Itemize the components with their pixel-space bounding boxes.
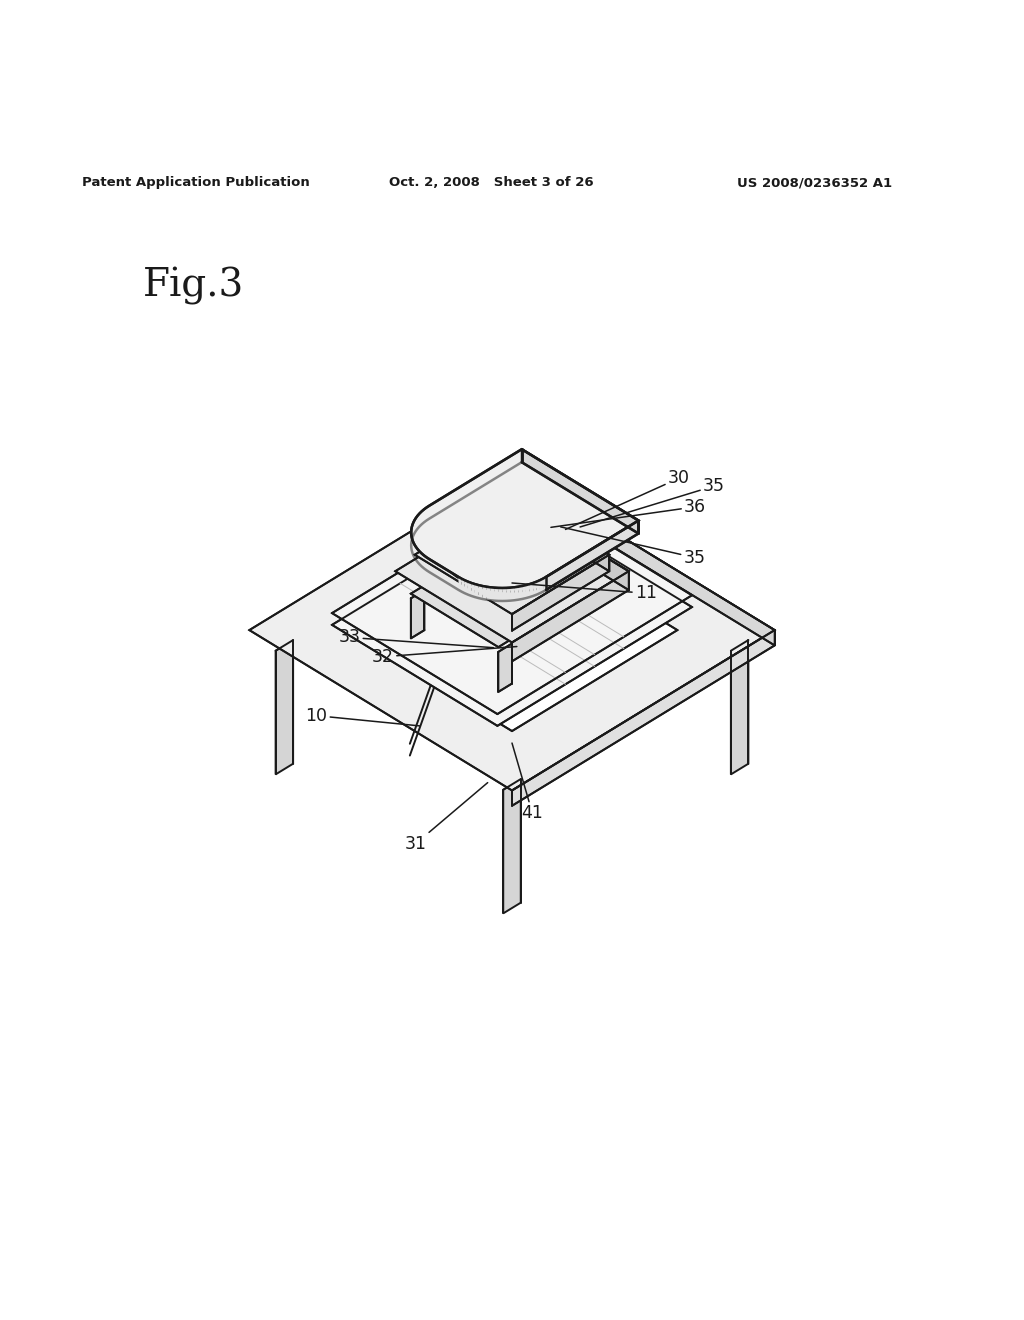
Polygon shape (411, 590, 424, 639)
Polygon shape (537, 581, 540, 594)
Text: 35: 35 (561, 527, 706, 566)
Polygon shape (471, 583, 475, 597)
Polygon shape (510, 587, 514, 601)
Polygon shape (459, 577, 462, 591)
Polygon shape (540, 578, 543, 593)
Polygon shape (512, 630, 774, 805)
Polygon shape (468, 582, 471, 595)
Text: 35: 35 (580, 477, 725, 527)
Polygon shape (411, 585, 512, 647)
Polygon shape (412, 449, 639, 587)
Polygon shape (415, 495, 609, 614)
Polygon shape (332, 506, 692, 726)
Polygon shape (465, 581, 468, 594)
Ellipse shape (442, 517, 582, 591)
Polygon shape (475, 585, 478, 598)
Polygon shape (332, 494, 692, 714)
Polygon shape (514, 586, 518, 601)
Polygon shape (346, 529, 678, 731)
Text: 30: 30 (565, 469, 690, 529)
Text: 33: 33 (338, 628, 494, 648)
Polygon shape (275, 640, 293, 775)
Ellipse shape (471, 533, 553, 577)
Polygon shape (534, 582, 537, 595)
Polygon shape (495, 587, 499, 601)
Text: 41: 41 (512, 743, 544, 822)
Polygon shape (395, 500, 629, 643)
Text: Patent Application Publication: Patent Application Publication (82, 177, 309, 189)
Polygon shape (512, 554, 609, 631)
Polygon shape (543, 577, 546, 591)
Polygon shape (503, 502, 521, 635)
Polygon shape (502, 587, 506, 601)
Polygon shape (546, 520, 639, 590)
Polygon shape (522, 585, 526, 599)
Polygon shape (526, 585, 529, 598)
Polygon shape (512, 500, 629, 590)
Polygon shape (512, 572, 629, 661)
Polygon shape (512, 495, 609, 572)
Text: 31: 31 (404, 783, 487, 853)
Polygon shape (512, 470, 774, 645)
Polygon shape (486, 586, 490, 601)
Polygon shape (731, 640, 749, 775)
Polygon shape (478, 585, 482, 599)
Polygon shape (499, 644, 512, 692)
Polygon shape (518, 586, 522, 599)
Polygon shape (482, 586, 486, 599)
Polygon shape (490, 587, 495, 601)
Text: US 2008/0236352 A1: US 2008/0236352 A1 (737, 177, 892, 189)
Polygon shape (521, 449, 639, 533)
Polygon shape (503, 779, 521, 913)
Text: 10: 10 (305, 706, 420, 726)
Polygon shape (499, 587, 502, 601)
Polygon shape (462, 578, 465, 593)
Polygon shape (529, 583, 534, 597)
Text: Fig.3: Fig.3 (143, 267, 245, 305)
Polygon shape (250, 470, 774, 791)
Text: Oct. 2, 2008   Sheet 3 of 26: Oct. 2, 2008 Sheet 3 of 26 (389, 177, 594, 189)
Text: 36: 36 (551, 498, 707, 528)
Polygon shape (506, 587, 510, 601)
Text: 32: 32 (372, 647, 517, 665)
Text: 11: 11 (512, 583, 656, 602)
